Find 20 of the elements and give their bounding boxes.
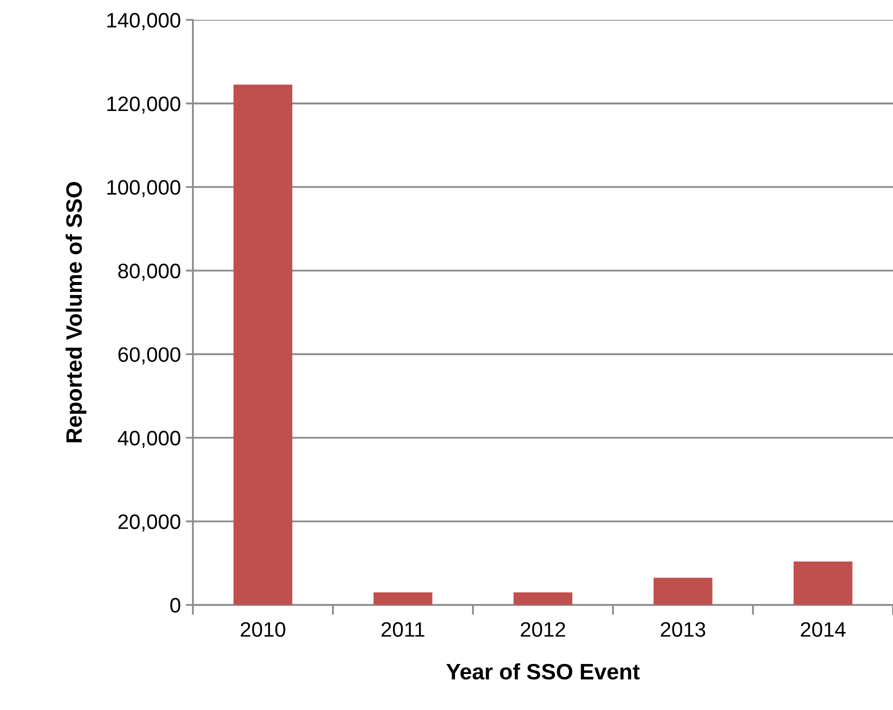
x-tick-label: 2011 (382, 622, 424, 637)
y-tick-label: 60,000 (118, 347, 180, 364)
y-tick-label: 140,000 (107, 12, 180, 30)
bar (233, 84, 292, 605)
y-tick-label: 100,000 (107, 180, 180, 198)
bar (654, 578, 712, 605)
bar (374, 592, 432, 605)
x-tick-label: 2013 (660, 622, 706, 637)
x-tick-label: 2012 (520, 622, 566, 637)
bar (794, 561, 852, 605)
x-tick-label: 2014 (800, 622, 846, 637)
y-tick-label: 120,000 (107, 96, 180, 114)
x-axis-title: Year of SSO Event (446, 663, 640, 680)
x-tick-label: 2010 (240, 622, 286, 637)
bar (514, 592, 572, 605)
y-axis-title: Reported Volume of SSO (66, 182, 86, 442)
y-tick-label: 40,000 (118, 430, 180, 448)
y-tick-label: 0 (170, 598, 180, 613)
y-tick-label: 80,000 (118, 264, 180, 281)
y-tick-label: 20,000 (118, 514, 180, 532)
